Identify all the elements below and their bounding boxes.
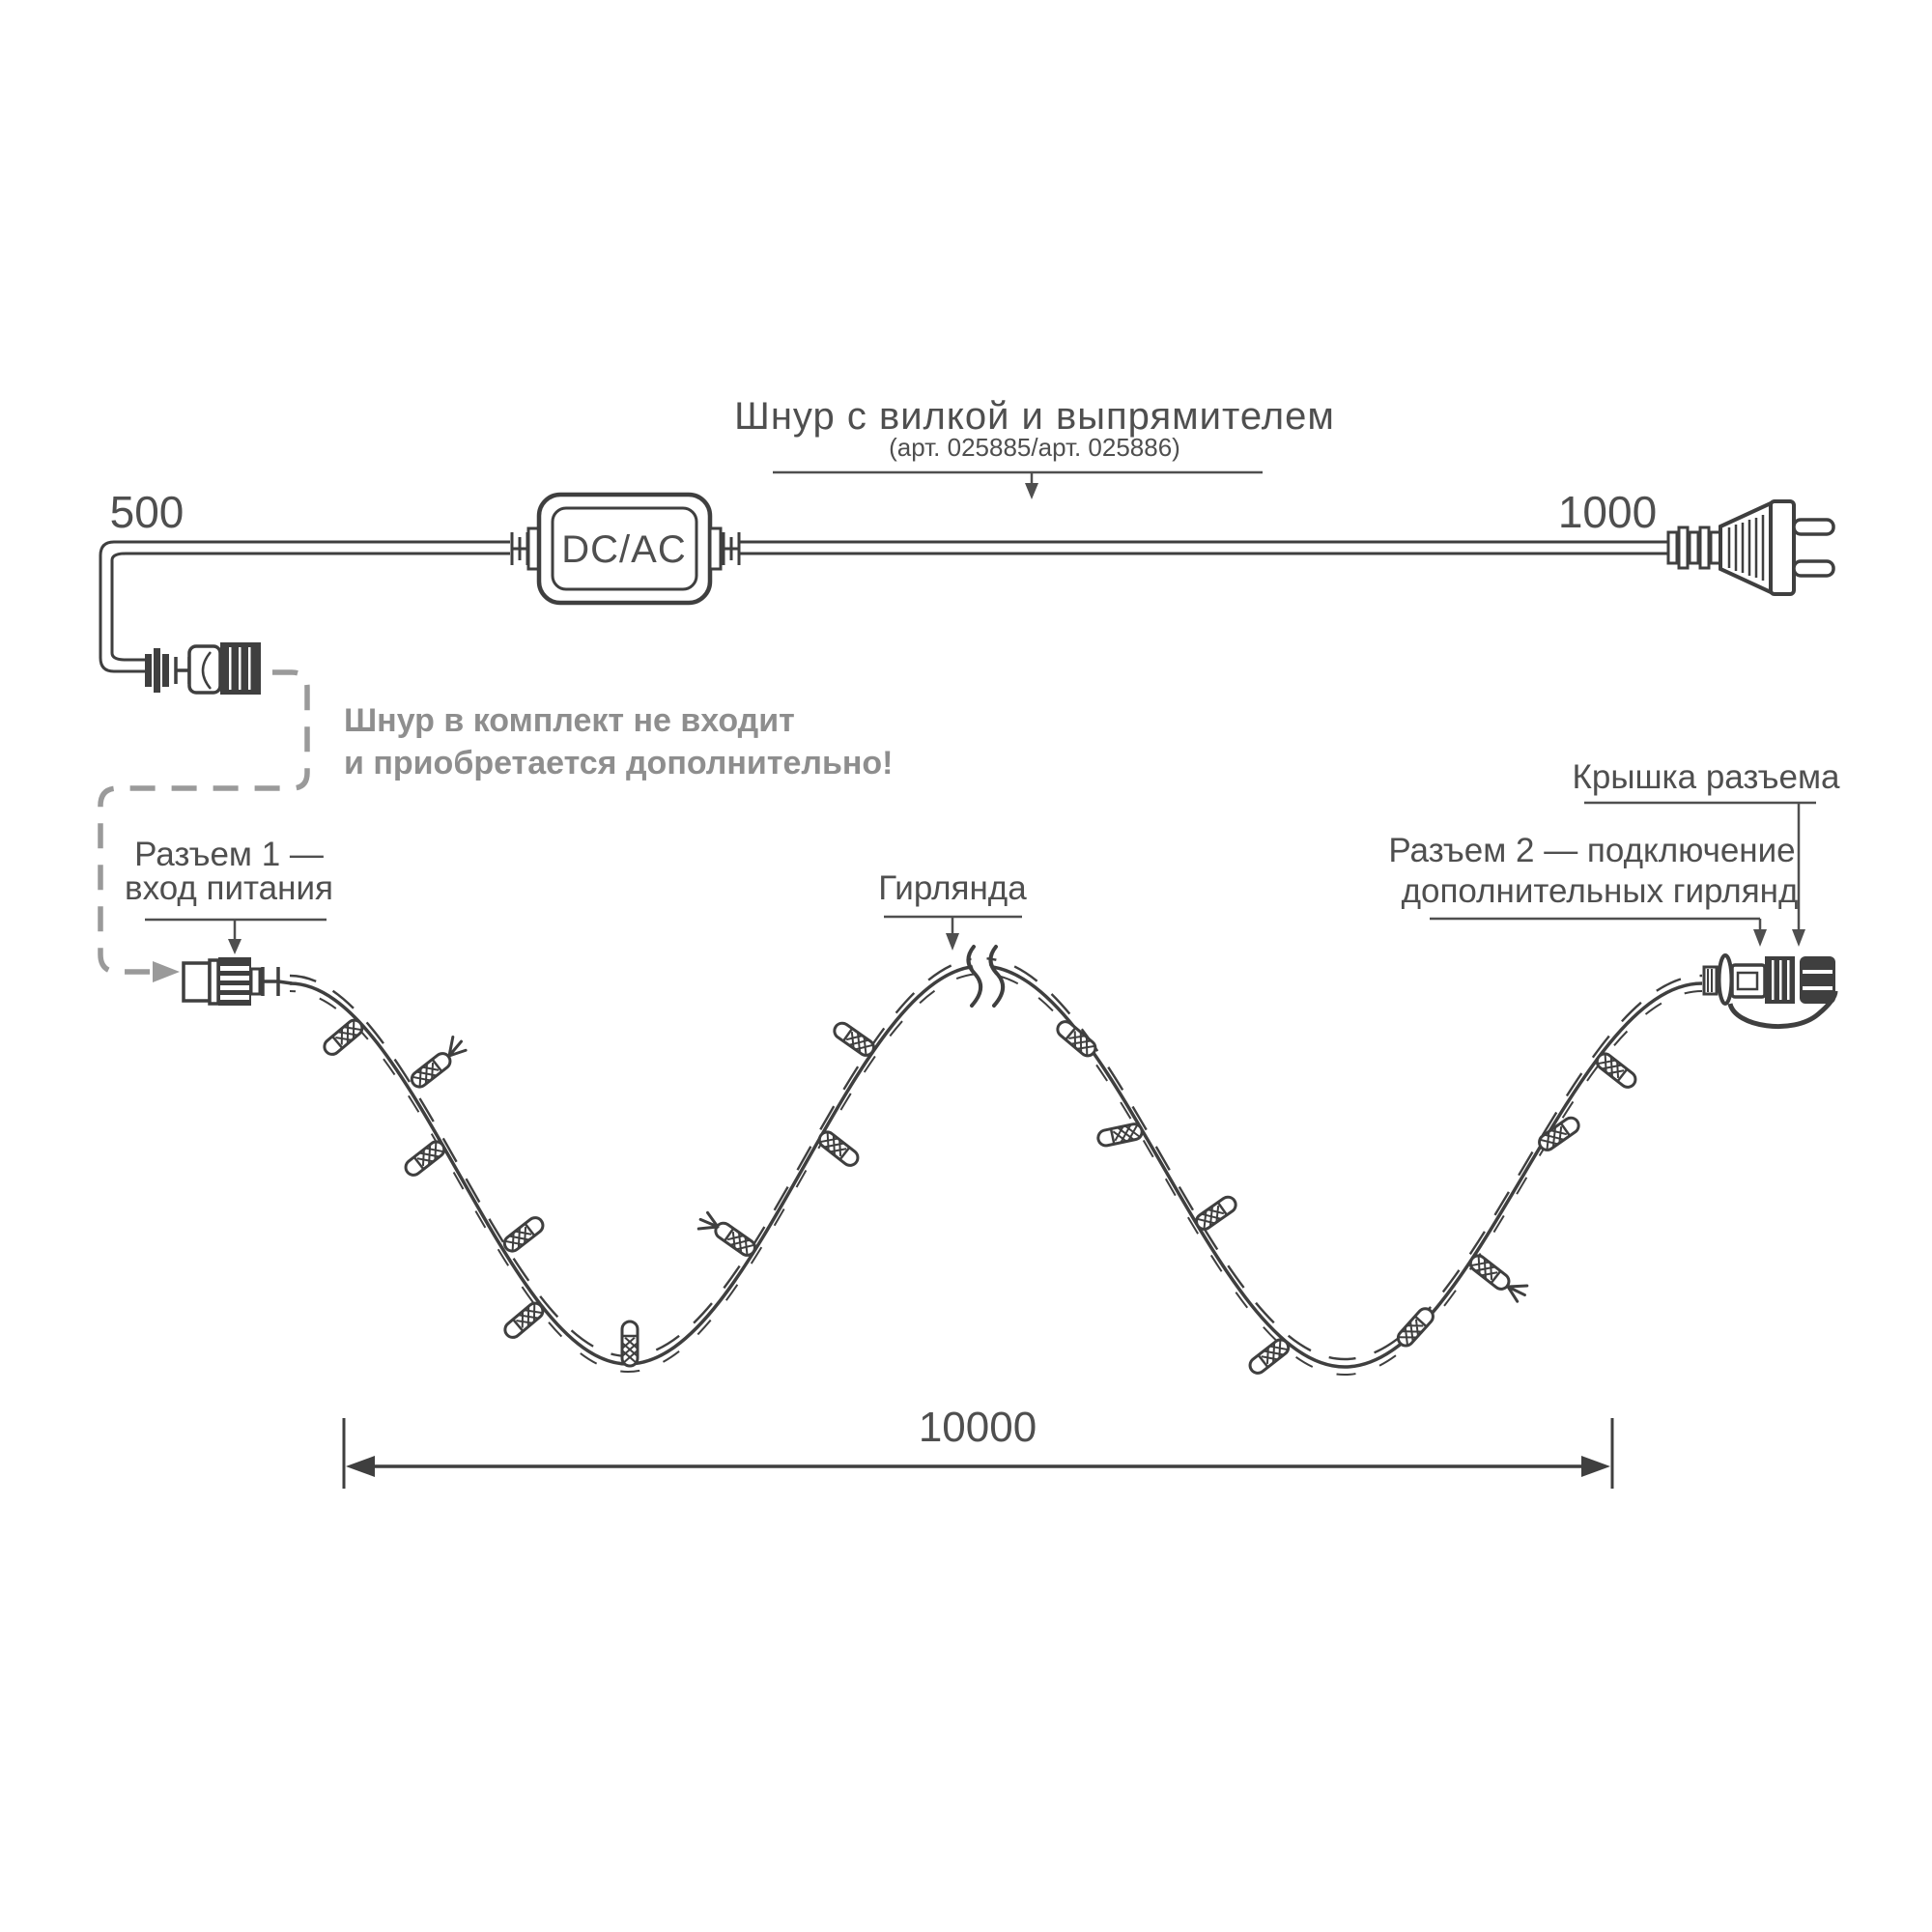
connector1-arrow-icon: [228, 939, 242, 954]
garland-arrow-icon: [946, 933, 959, 951]
connector1-label-line2: вход питания: [125, 869, 333, 907]
connector1-icon: [182, 957, 293, 1006]
cord-end-connector-icon: [145, 642, 261, 695]
led-bulb-icon: [502, 1300, 547, 1341]
dimension-arrow-left-icon: [346, 1456, 375, 1477]
wire-break-icon: [966, 937, 1006, 1014]
connector2-callout: Разъем 2 — подключение дополнительных ги…: [1388, 832, 1798, 947]
led-bulb-icon: [1395, 1305, 1436, 1349]
connector2-arrow-icon: [1753, 929, 1767, 947]
led-bulb-icon: [816, 1129, 861, 1169]
led-bulb-icon: [409, 1050, 453, 1090]
led-bulb-icon: [1096, 1122, 1143, 1147]
cord-title-callout: Шнур с вилкой и выпрямителем (арт. 02588…: [734, 395, 1335, 499]
garland-wire: [289, 956, 1703, 1377]
cap-label: Крышка разъема: [1572, 758, 1840, 796]
led-bulb-icon: [501, 1214, 546, 1254]
connector2-icon: [1702, 953, 1838, 1029]
dcac-converter: DC/AC: [510, 492, 741, 606]
garland-label: Гирлянда: [878, 869, 1027, 907]
connector2-label-line1: Разъем 2 — подключение: [1388, 832, 1795, 869]
led-bulb-icon: [1055, 1018, 1099, 1059]
cord-subtitle: (арт. 025885/арт. 025886): [889, 433, 1180, 462]
connector1-label-line1: Разъем 1 —: [134, 836, 324, 873]
cord-left-icon: [99, 540, 510, 673]
title-arrow-icon: [1025, 483, 1038, 499]
led-bulb-icon: [1467, 1253, 1512, 1293]
note-line2: и приобретается дополнительно!: [344, 745, 894, 781]
connector-cap-icon: [1800, 956, 1835, 1004]
mains-plug-icon: [1666, 499, 1835, 596]
led-bulbs: [322, 1017, 1639, 1377]
note-line1: Шнур в комплект не входит: [344, 702, 795, 739]
connector1-callout: Разъем 1 — вход питания: [125, 836, 333, 954]
dashed-connection-path: [98, 669, 310, 982]
garland-callout: Гирлянда: [878, 869, 1027, 951]
led-bulb-icon: [403, 1139, 447, 1179]
length-right-label: 1000: [1558, 487, 1657, 537]
converter-label: DC/AC: [561, 528, 686, 571]
led-bulb-icon: [1594, 1051, 1638, 1091]
led-bulb-icon: [713, 1220, 758, 1258]
dimension-annotation: 10000: [342, 1404, 1614, 1489]
led-bulb-icon: [1536, 1115, 1581, 1152]
cap-arrow-icon: [1792, 929, 1805, 947]
cap-callout: Крышка разъема: [1572, 758, 1840, 947]
cord-title: Шнур с вилкой и выпрямителем: [734, 395, 1335, 438]
led-bulb-icon: [622, 1321, 638, 1366]
led-bulb-icon: [1247, 1337, 1292, 1377]
total-length-label: 10000: [919, 1404, 1037, 1451]
led-bulb-icon: [1193, 1194, 1238, 1232]
power-cord-assembly: DC/AC 500 1000: [99, 487, 1835, 695]
dashed-arrow-icon: [153, 961, 180, 982]
led-bulb-icon: [832, 1020, 877, 1058]
led-bulb-icon: [322, 1017, 366, 1058]
cord-right-icon: [740, 540, 1668, 555]
dimension-arrow-right-icon: [1581, 1456, 1610, 1477]
note-text: Шнур в комплект не входит и приобретаетс…: [344, 702, 894, 781]
length-left-label: 500: [110, 487, 185, 537]
connector2-label-line2: дополнительных гирлянд: [1402, 872, 1799, 910]
